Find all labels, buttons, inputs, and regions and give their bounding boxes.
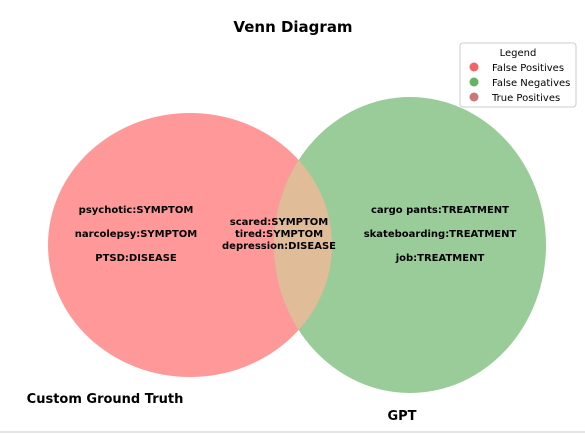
legend-marker [469,77,479,87]
left-item: narcolepsy:SYMPTOM [75,229,197,240]
gpt-label: GPT [387,409,416,424]
legend-marker [469,92,479,102]
gpt-circle [274,97,546,393]
left-item: PTSD:DISEASE [95,253,177,264]
legend-box [459,42,577,108]
legend-label: False Positives [492,63,564,74]
legend-label: True Positives [491,93,560,104]
overlap-item: tired:SYMPTOM [235,229,323,240]
ground-truth-label: Custom Ground Truth [27,392,184,407]
left-item: psychotic:SYMPTOM [79,205,194,216]
right-item: cargo pants:TREATMENT [371,205,509,216]
right-item: job:TREATMENT [395,253,485,264]
ground-truth-circle [48,113,332,377]
diagram-title: Venn Diagram [233,18,352,36]
right-item: skateboarding:TREATMENT [364,229,517,240]
legend-title: Legend [500,48,537,59]
overlap-item: depression:DISEASE [222,241,336,252]
legend-marker [469,62,479,72]
overlap-item: scared:SYMPTOM [230,217,329,228]
legend: Legend False Positives False Negatives T… [459,42,577,108]
legend-label: False Negatives [492,78,570,89]
